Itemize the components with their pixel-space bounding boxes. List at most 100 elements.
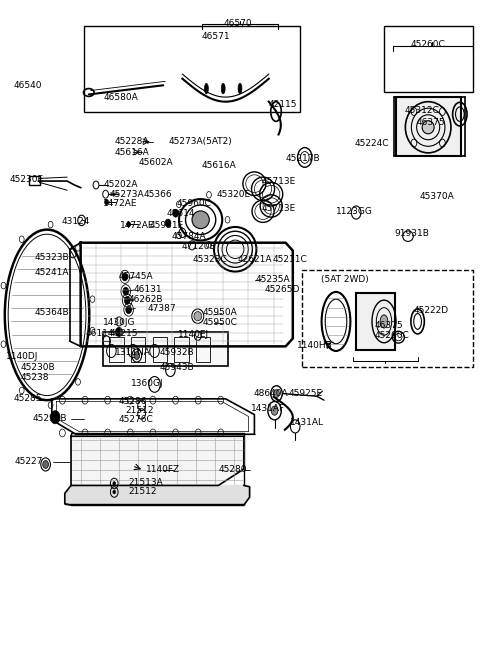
Circle shape	[274, 390, 279, 398]
Text: 45273A(5AT2): 45273A(5AT2)	[169, 137, 233, 146]
Circle shape	[113, 490, 116, 494]
Text: 45211C: 45211C	[273, 255, 307, 264]
Text: 45202A: 45202A	[103, 180, 138, 190]
Text: 1431AL: 1431AL	[290, 418, 324, 427]
Text: 45932B: 45932B	[159, 348, 194, 358]
Text: 1311NA: 1311NA	[115, 348, 151, 358]
Text: (5AT 2WD): (5AT 2WD)	[321, 275, 368, 284]
Text: 1431AF: 1431AF	[251, 403, 285, 413]
Text: 45292B: 45292B	[33, 414, 67, 423]
Text: 45241A: 45241A	[35, 268, 69, 277]
Text: 45285: 45285	[13, 394, 42, 403]
Text: 45745A: 45745A	[119, 272, 154, 281]
Text: 45950C: 45950C	[203, 318, 238, 327]
Bar	[109, 337, 124, 362]
Text: 46114: 46114	[85, 329, 114, 338]
Text: 21512: 21512	[129, 487, 157, 497]
Text: 48640A: 48640A	[253, 389, 288, 398]
Ellipse shape	[192, 211, 209, 228]
Text: 1140HB: 1140HB	[297, 340, 332, 350]
Text: 42621A: 42621A	[238, 255, 272, 264]
Text: 46540: 46540	[13, 81, 42, 90]
Text: 45320E: 45320E	[217, 190, 251, 199]
Ellipse shape	[204, 83, 208, 94]
Circle shape	[271, 406, 278, 415]
Text: 45931E: 45931E	[150, 221, 184, 230]
Text: 45616A: 45616A	[114, 148, 149, 157]
Text: 1140FZ: 1140FZ	[146, 465, 180, 474]
Text: 45323B: 45323B	[35, 253, 69, 262]
Circle shape	[122, 273, 128, 281]
Bar	[153, 337, 167, 362]
Text: 46131: 46131	[133, 285, 162, 295]
Ellipse shape	[380, 315, 388, 328]
Ellipse shape	[221, 83, 225, 94]
Text: 45235A: 45235A	[255, 275, 290, 284]
Circle shape	[43, 461, 48, 468]
Text: 45960C: 45960C	[177, 199, 212, 208]
Text: 43124: 43124	[61, 217, 90, 226]
Circle shape	[113, 482, 116, 485]
Text: 45265D: 45265D	[265, 285, 300, 295]
Text: 42115: 42115	[269, 100, 297, 110]
Text: 45366: 45366	[144, 190, 173, 199]
Text: 46571: 46571	[202, 32, 230, 41]
Circle shape	[126, 306, 132, 314]
Bar	[29, 176, 40, 185]
Circle shape	[50, 411, 60, 424]
Text: 45616A: 45616A	[202, 161, 236, 170]
Text: 45224C: 45224C	[354, 138, 389, 148]
Text: 45276C: 45276C	[119, 415, 154, 424]
Bar	[84, 26, 300, 112]
Text: 45925E: 45925E	[289, 389, 323, 398]
Ellipse shape	[194, 312, 202, 321]
Text: 21512: 21512	[126, 406, 154, 415]
Bar	[384, 26, 473, 92]
Circle shape	[124, 297, 130, 304]
Text: 48614: 48614	[167, 209, 195, 218]
Text: 46375: 46375	[374, 321, 403, 330]
Text: 45364B: 45364B	[35, 308, 69, 317]
Text: 45323C: 45323C	[193, 255, 228, 264]
Circle shape	[134, 352, 140, 359]
Text: 45312C: 45312C	[404, 106, 439, 115]
Bar	[396, 97, 461, 156]
Text: 1140DJ: 1140DJ	[6, 352, 38, 361]
Circle shape	[116, 327, 122, 337]
Text: 45273A: 45273A	[109, 190, 144, 199]
Text: 45215: 45215	[109, 329, 138, 338]
Text: 47387: 47387	[148, 304, 177, 313]
Text: 45230E: 45230E	[10, 175, 44, 184]
Circle shape	[123, 287, 129, 295]
Text: 45238: 45238	[20, 373, 48, 382]
Text: 91931B: 91931B	[395, 229, 430, 238]
Text: 1360GJ: 1360GJ	[131, 379, 163, 388]
Bar	[174, 337, 189, 362]
Circle shape	[105, 199, 108, 205]
Text: 45784A: 45784A	[172, 232, 206, 241]
Circle shape	[165, 219, 171, 227]
Bar	[103, 332, 228, 366]
Text: 45713E: 45713E	[262, 204, 296, 213]
Text: 45228A: 45228A	[114, 137, 149, 146]
Text: 45280: 45280	[218, 465, 247, 474]
Polygon shape	[71, 436, 244, 485]
Bar	[71, 433, 244, 505]
Ellipse shape	[422, 121, 434, 134]
Text: 46375: 46375	[417, 117, 445, 127]
Text: 46262B: 46262B	[129, 295, 163, 304]
Text: 45602A: 45602A	[138, 158, 173, 167]
Text: 1472AE: 1472AE	[120, 221, 155, 230]
Text: 45217B: 45217B	[286, 154, 320, 163]
Text: 1140EJ: 1140EJ	[178, 330, 209, 339]
Text: 47120B: 47120B	[181, 242, 216, 251]
Ellipse shape	[238, 83, 242, 94]
Text: 45950A: 45950A	[203, 308, 237, 317]
Bar	[196, 337, 210, 362]
Text: 45943B: 45943B	[159, 363, 194, 372]
Text: 45230B: 45230B	[20, 363, 55, 372]
Polygon shape	[65, 485, 250, 505]
Circle shape	[173, 209, 179, 217]
Text: 1472AE: 1472AE	[103, 199, 138, 208]
Text: 45286: 45286	[119, 397, 147, 406]
